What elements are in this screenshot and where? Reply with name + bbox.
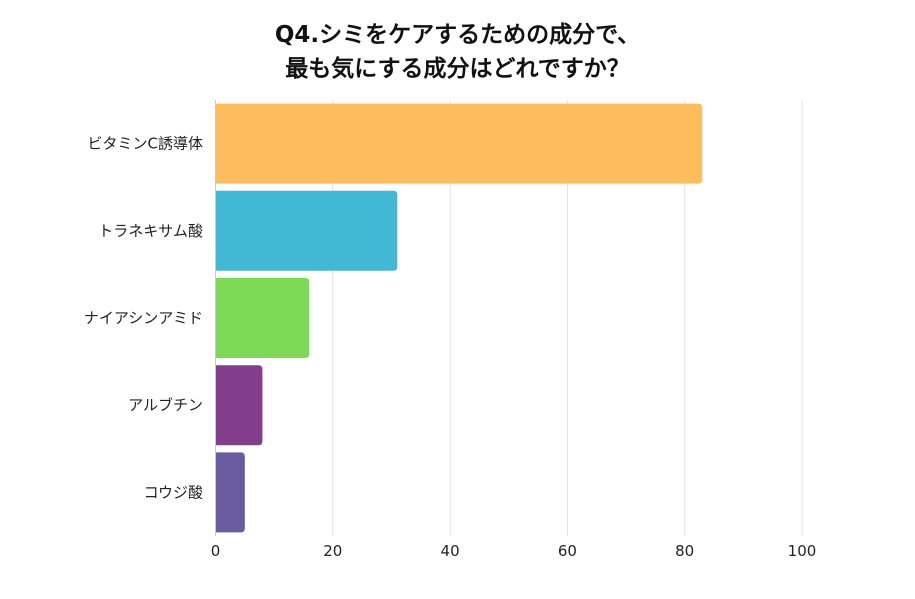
bar [215, 190, 398, 271]
bar [215, 278, 310, 358]
bars [215, 103, 703, 533]
category-label: トラネキサム酸 [98, 222, 203, 240]
bar [215, 452, 245, 533]
x-tick-label: 100 [788, 542, 817, 560]
x-tick-label: 60 [558, 542, 577, 560]
x-tick-label: 80 [675, 542, 694, 560]
x-tick-label: 20 [323, 542, 342, 560]
chart-title-line-2: 最も気にする成分はどれですか？ [285, 56, 630, 82]
x-tick-label: 0 [211, 542, 221, 560]
chart-title-line-1: Q4.シミをケアするための成分で、 [274, 22, 641, 48]
x-tick-labels: 0 20 40 60 80 100 [211, 542, 817, 560]
chart-title: Q4.シミをケアするための成分で、 最も気にする成分はどれですか？ [0, 18, 915, 86]
category-label: コウジ酸 [144, 483, 203, 501]
bar [215, 103, 703, 184]
category-label: ナイアシンアミド [84, 309, 203, 327]
category-label: アルブチン [128, 396, 203, 414]
bar [215, 365, 263, 446]
x-tick-label: 40 [441, 542, 460, 560]
category-label: ビタミンC誘導体 [88, 135, 203, 153]
